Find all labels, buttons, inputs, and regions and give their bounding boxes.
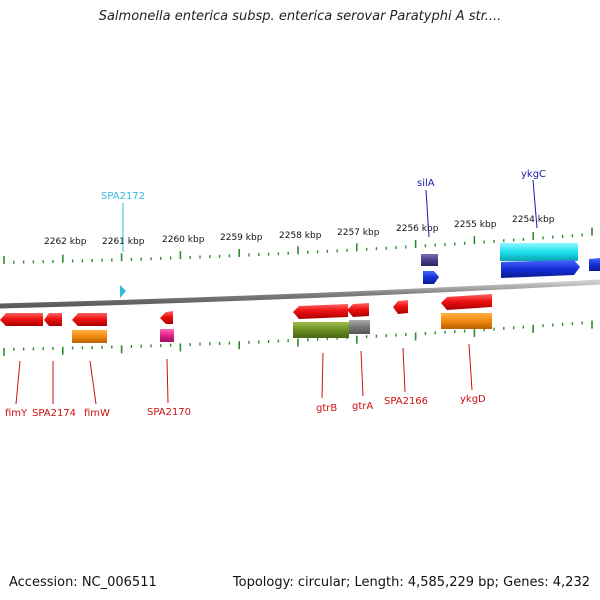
- leader-line-fimw: [89, 360, 97, 405]
- scale-label: 2259 kbp: [220, 233, 263, 243]
- leader-line-gtra: [360, 350, 364, 397]
- gene-block-fimw-2[interactable]: [72, 330, 107, 343]
- gene-label-spa2170[interactable]: SPA2170: [147, 407, 191, 418]
- scale-labels: 2262 kbp 2261 kbp 2260 kbp 2259 kbp 2258…: [44, 215, 555, 247]
- gene-label-fimw[interactable]: fimW: [84, 408, 110, 419]
- leader-line-spa2166: [402, 347, 406, 393]
- top-gene-labels: SPA2172 silA ykgC: [101, 169, 546, 202]
- gene-block-ykgd-2[interactable]: [441, 313, 492, 329]
- gene-arrow-edge[interactable]: [589, 258, 600, 271]
- gene-block-ykgc-1[interactable]: [500, 243, 578, 261]
- scale-ticks-bottom: [3, 320, 593, 356]
- top-gene-leaders: [122, 179, 538, 252]
- scale-label: 2254 kbp: [512, 215, 555, 225]
- leader-line-ykgd: [468, 343, 473, 391]
- gene-arrow-spa2174[interactable]: [44, 313, 62, 326]
- bottom-gene-leaders: [15, 343, 473, 405]
- leader-line-spa2170: [166, 358, 169, 404]
- gene-arrow-fimw[interactable]: [72, 313, 107, 326]
- scale-ticks-top: [3, 227, 593, 264]
- genome-backbone: [0, 279, 600, 309]
- gene-arrow-spa2166[interactable]: [393, 300, 408, 314]
- gene-block-spa2170-2[interactable]: [160, 329, 174, 342]
- bottom-gene-labels: fimY SPA2174 fimW SPA2170 gtrB gtrA SPA2…: [5, 394, 486, 419]
- leader-line-sila: [425, 189, 430, 238]
- gene-arrow-gtra[interactable]: [347, 303, 369, 317]
- gene-label-gtrb[interactable]: gtrB: [316, 403, 337, 414]
- gene-label-gtra[interactable]: gtrA: [352, 401, 373, 412]
- gene-block-gtra-2[interactable]: [349, 320, 370, 334]
- gene-label-sila[interactable]: silA: [417, 178, 435, 189]
- scale-label: 2262 kbp: [44, 237, 87, 247]
- gene-arrow-spa2170[interactable]: [160, 311, 173, 324]
- gene-arrow-sila-2[interactable]: [423, 271, 439, 284]
- forward-features: [120, 243, 600, 298]
- leader-line-ykgc: [532, 179, 538, 229]
- gene-label-fimy[interactable]: fimY: [5, 408, 28, 419]
- leader-line-gtrb: [321, 352, 324, 399]
- gene-arrow-ykgd[interactable]: [441, 294, 492, 310]
- gene-block-sila-1[interactable]: [421, 254, 438, 266]
- scale-label: 2260 kbp: [162, 235, 205, 245]
- gene-label-spa2172[interactable]: SPA2172: [101, 191, 145, 202]
- genome-summary-text: Topology: circular; Length: 4,585,229 bp…: [232, 575, 590, 590]
- gene-label-ykgc[interactable]: ykgC: [521, 169, 546, 180]
- accession-text: Accession: NC_006511: [9, 575, 157, 590]
- gene-marker-spa2172[interactable]: [120, 285, 126, 298]
- scale-label: 2255 kbp: [454, 220, 497, 230]
- scale-label: 2258 kbp: [279, 231, 322, 241]
- scale-label: 2257 kbp: [337, 228, 380, 238]
- scale-label: 2256 kbp: [396, 224, 439, 234]
- reverse-features: [0, 294, 492, 343]
- gene-arrow-ykgc-2[interactable]: [501, 260, 580, 278]
- gene-label-ykgd[interactable]: ykgD: [460, 394, 486, 405]
- gene-label-spa2174[interactable]: SPA2174: [32, 408, 76, 419]
- gene-arrow-gtrb[interactable]: [293, 304, 348, 319]
- leader-line-fimy: [15, 360, 21, 405]
- gene-block-gtrb-2[interactable]: [293, 322, 349, 338]
- map-title: Salmonella enterica subsp. enterica sero…: [98, 9, 502, 24]
- gene-label-spa2166[interactable]: SPA2166: [384, 396, 428, 407]
- gene-arrow-fimy[interactable]: [0, 313, 43, 326]
